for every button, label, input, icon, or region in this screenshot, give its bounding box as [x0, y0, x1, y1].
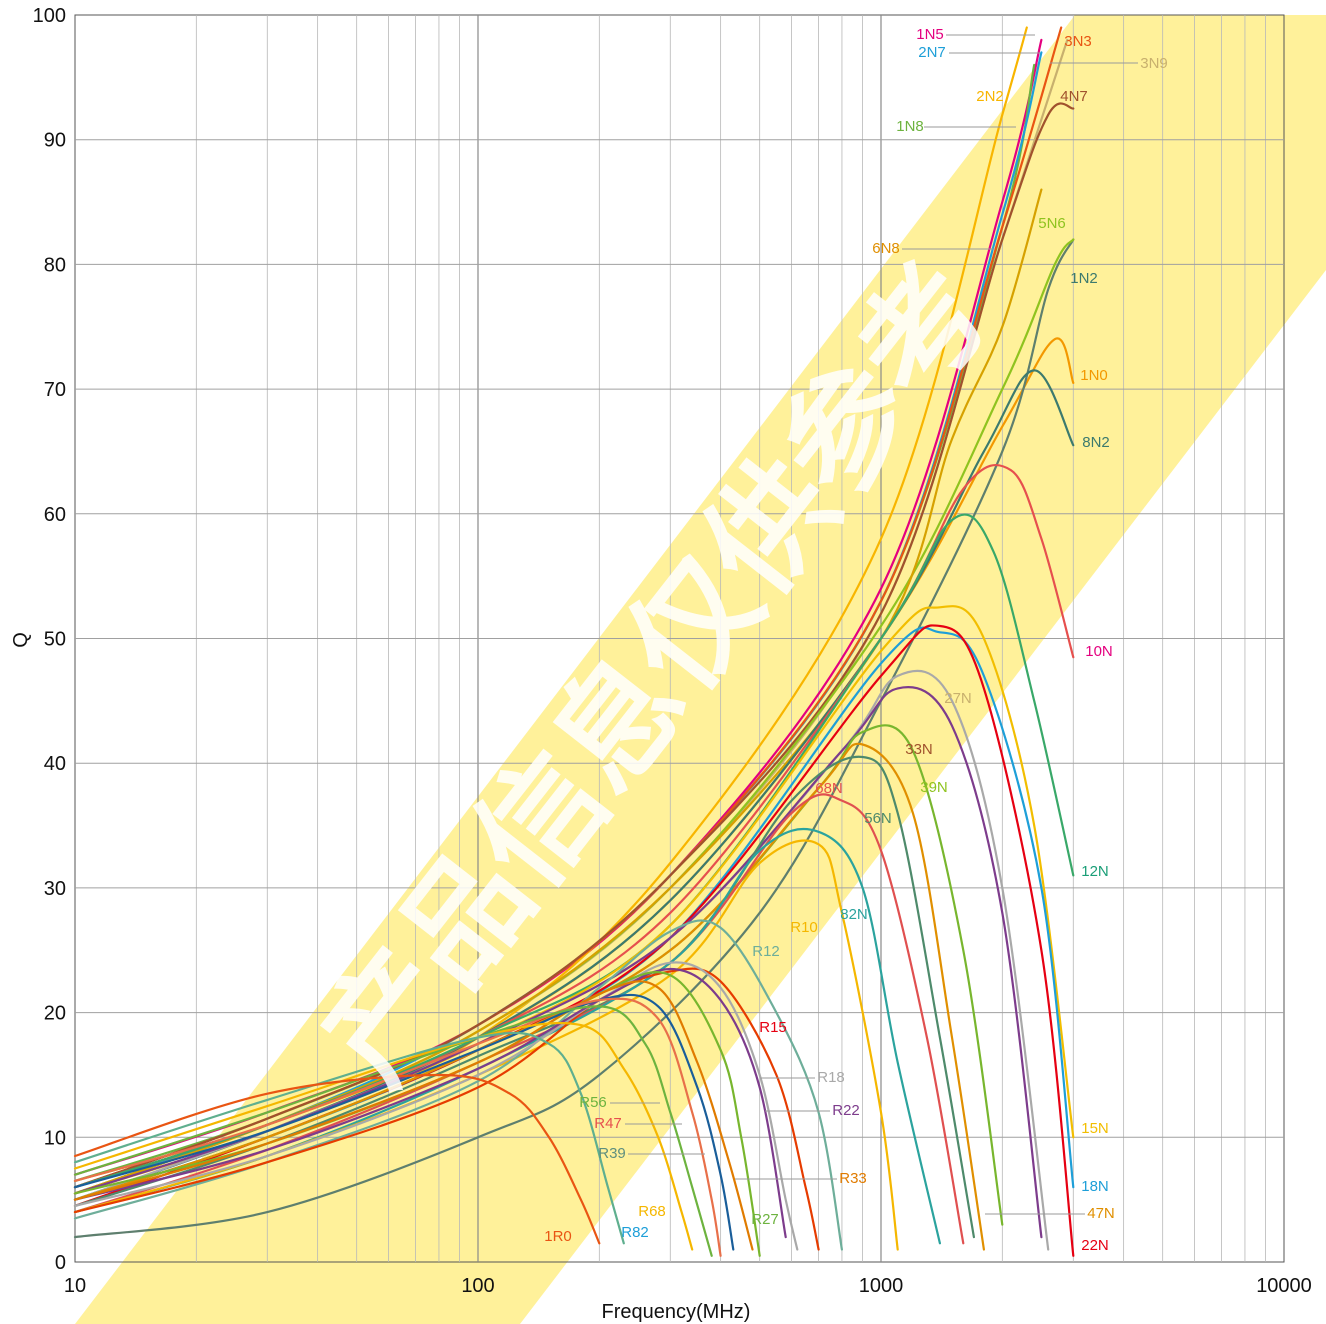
curve-label-68n: 68N	[815, 780, 843, 797]
y-tick-label: 60	[44, 504, 66, 526]
curve-label-15n: 15N	[1081, 1120, 1109, 1137]
series-line-56n	[73, 755, 975, 1239]
curve-label-1n2: 1N2	[1070, 270, 1098, 287]
y-tick-label: 10	[44, 1127, 66, 1149]
curve-label-1n5: 1N5	[916, 26, 944, 43]
curve-label-r82: R82	[621, 1224, 649, 1241]
y-tick-label: 70	[44, 379, 66, 401]
x-axis-title: Frequency(MHz)	[602, 1301, 751, 1323]
series-line-4n7	[73, 102, 1075, 1189]
watermark-band-shape	[75, 15, 1326, 1324]
series-line-47n	[73, 742, 985, 1251]
curve-label-2n7: 2N7	[918, 44, 946, 61]
curve-label-47n: 47N	[1087, 1205, 1115, 1222]
y-tick-label: 20	[44, 1003, 66, 1025]
curve-label-2n2: 2N2	[976, 88, 1004, 105]
x-tick-label: 1000	[859, 1275, 904, 1297]
x-tick-label: 100	[461, 1275, 494, 1297]
series-line-r47	[73, 997, 722, 1257]
curve-label-12n: 12N	[1081, 863, 1109, 880]
curve-label-3n9: 3N9	[1140, 55, 1168, 72]
series-line-r68	[73, 1021, 694, 1251]
curve-label-1n8: 1N8	[896, 118, 924, 135]
curve-label-22n: 22N	[1081, 1237, 1109, 1254]
grid	[74, 14, 1285, 1263]
curve-label-6n8: 6N8	[872, 240, 900, 257]
curve-label-4n7: 4N7	[1060, 88, 1088, 105]
curve-label-r10: R10	[790, 919, 818, 936]
curve-label-r15: R15	[759, 1019, 787, 1036]
curve-label-r18: R18	[817, 1069, 845, 1086]
x-tick-label: 10000	[1256, 1275, 1312, 1297]
curve-label-r12: R12	[752, 943, 780, 960]
curve-label-3n3: 3N3	[1064, 33, 1092, 50]
x-tick-label: 10	[64, 1275, 86, 1297]
series-line-r56	[73, 1005, 713, 1257]
curve-label-10n: 10N	[1085, 643, 1113, 660]
curve-label-r33: R33	[839, 1170, 867, 1187]
series-line-r33	[73, 980, 754, 1251]
y-tick-label: 100	[33, 5, 66, 27]
curve-label-5n6: 5N6	[1038, 215, 1066, 232]
y-tick-label: 30	[44, 878, 66, 900]
watermark-band	[75, 15, 1326, 1324]
y-tick-label: 0	[55, 1252, 66, 1274]
curve-label-27n: 27N	[944, 690, 972, 707]
curve-label-56n: 56N	[864, 810, 892, 827]
y-tick-label: 40	[44, 753, 66, 775]
y-axis-title: Q	[10, 632, 32, 648]
curve-label-82n: 82N	[840, 906, 868, 923]
curve-label-r47: R47	[594, 1115, 622, 1132]
curve-label-8n2: 8N2	[1082, 434, 1110, 451]
y-tick-label: 50	[44, 629, 66, 651]
curve-label-r39: R39	[598, 1145, 626, 1162]
curve-label-r22: R22	[832, 1102, 860, 1119]
curve-label-r27: R27	[751, 1211, 779, 1228]
curve-label-r68: R68	[638, 1203, 666, 1220]
curve-label-1n0: 1N0	[1080, 367, 1108, 384]
curve-label-r56: R56	[579, 1094, 607, 1111]
series-group	[73, 26, 1075, 1257]
curve-label-33n: 33N	[905, 741, 933, 758]
y-tick-label: 80	[44, 254, 66, 276]
curve-label-39n: 39N	[920, 779, 948, 796]
curve-label-18n: 18N	[1081, 1178, 1109, 1195]
curve-label-1r0: 1R0	[544, 1228, 572, 1245]
series-line-1r0	[73, 1073, 601, 1245]
series-line-r18	[73, 961, 799, 1251]
series-line-r82	[73, 1031, 625, 1245]
series-line-68n	[73, 793, 965, 1245]
y-tick-label: 90	[44, 130, 66, 152]
series-line-1n2	[73, 238, 1075, 1239]
